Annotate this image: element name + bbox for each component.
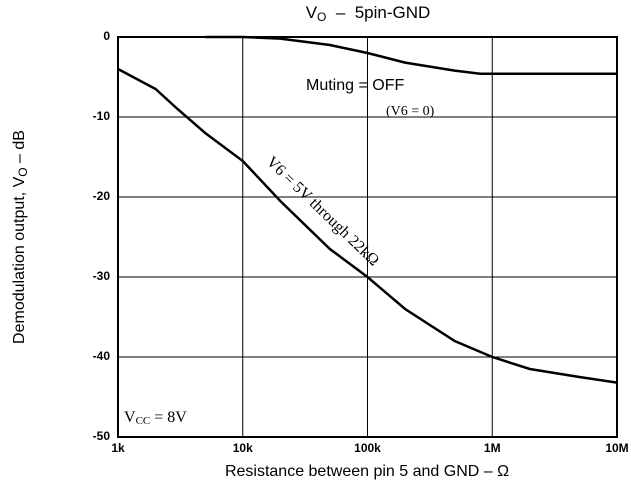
x-tick-label: 10k	[233, 441, 253, 455]
vcc-sub: CC	[136, 415, 151, 427]
vcc-note: VCC = 8V	[124, 409, 187, 427]
curve	[117, 67, 618, 384]
annotation: Muting = OFF	[306, 77, 404, 94]
x-tick-label: 10M	[605, 441, 628, 455]
annotation: (V6 = 0)	[386, 104, 435, 119]
y-tick-label: -20	[93, 189, 111, 203]
title-sub: O	[317, 10, 326, 24]
ylabel-sub: O	[16, 167, 30, 176]
y-tick-label: 0	[103, 29, 110, 43]
plot-frame	[117, 36, 618, 438]
y-tick-label: -10	[93, 109, 111, 123]
vcc-part: = 8V	[150, 409, 187, 426]
x-axis-label: Resistance between pin 5 and GND – Ω	[225, 463, 509, 480]
title-part: – 5pin-GND	[326, 3, 430, 22]
y-tick-label: -30	[93, 269, 111, 283]
vcc-part: V	[124, 409, 136, 426]
title-part: V	[306, 3, 318, 22]
ylabel-part: – dB	[11, 130, 28, 167]
chart-title: VO – 5pin-GND	[306, 3, 431, 24]
curve	[205, 35, 617, 76]
ylabel-part: Demodulation output, V	[11, 176, 28, 344]
y-tick-label: -50	[93, 429, 111, 443]
x-tick-label: 1k	[111, 441, 125, 455]
y-tick-label: -40	[93, 349, 111, 363]
x-tick-label: 100k	[354, 441, 381, 455]
annotation: V6 = 5V through 22kΩ	[263, 153, 382, 269]
x-tick-label: 1M	[484, 441, 501, 455]
y-axis-label: Demodulation output, VO – dB	[11, 130, 30, 344]
